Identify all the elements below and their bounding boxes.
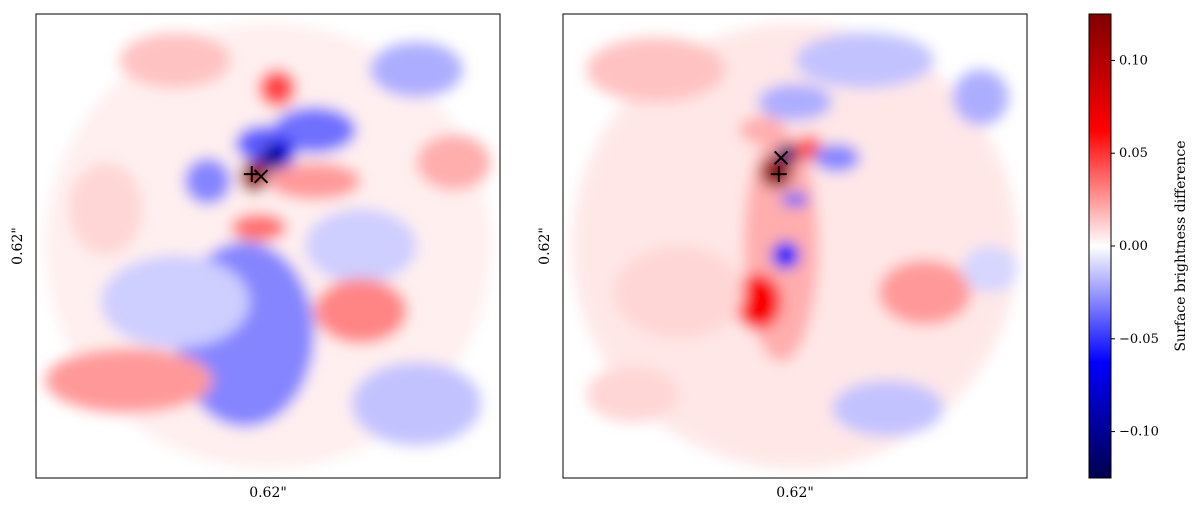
residual-blob	[268, 162, 361, 200]
residual-blob	[795, 32, 935, 89]
residual-blob	[119, 32, 231, 89]
residual-blob	[100, 255, 250, 349]
residual-blob	[771, 241, 800, 270]
plus-marker	[243, 166, 260, 183]
residual-blob	[813, 143, 860, 172]
residual-blob	[184, 157, 231, 205]
x-marker	[773, 150, 789, 165]
residual-blob	[586, 37, 726, 103]
residual-blob	[734, 273, 782, 330]
residual-blob	[370, 41, 463, 98]
residual-blob	[68, 162, 143, 256]
residual-blob	[314, 278, 408, 344]
colorbar-tick-label: −0.10	[1119, 425, 1159, 440]
residual-blob	[258, 69, 296, 107]
residual-blob	[261, 143, 285, 172]
residual-blob	[586, 366, 679, 423]
residual-blob	[878, 259, 972, 325]
left-panel: 0.62" 0.62"	[10, 13, 501, 501]
left-panel-ylabel: 0.62"	[10, 227, 26, 265]
right-panel-xlabel: 0.62"	[776, 485, 814, 501]
residual-blob	[739, 116, 786, 144]
colorbar: 0.10 0.05 0.00 −0.05 −0.10 Surface brightnes…	[1088, 13, 1189, 479]
left-panel-frame	[35, 13, 501, 479]
colorbar-gradient	[1088, 13, 1112, 479]
colorbar-tick-label: 0.05	[1119, 146, 1148, 161]
residual-blob	[962, 246, 1018, 293]
residual-blob	[240, 160, 268, 193]
x-marker	[253, 169, 269, 184]
right-panel: 0.62" 0.62"	[537, 13, 1028, 501]
residual-blob	[832, 380, 944, 437]
colorbar-tick-label: 0.10	[1119, 53, 1148, 68]
residual-blob	[781, 192, 809, 207]
residual-blob	[351, 362, 482, 446]
residual-blob	[760, 155, 793, 188]
colorbar-tick-label: 0.00	[1119, 239, 1148, 254]
residual-blob	[230, 213, 287, 242]
residual-blob	[272, 106, 357, 154]
residual-blob	[416, 134, 491, 191]
residual-blob	[614, 246, 744, 339]
colorbar-tick-label: −0.05	[1119, 332, 1159, 347]
residual-blob	[45, 348, 213, 414]
colorbar-label: Surface brightness difference	[1173, 140, 1189, 351]
residual-blob	[757, 83, 833, 121]
residual-blob	[952, 69, 1009, 126]
right-panel-ylabel: 0.62"	[537, 227, 553, 265]
right-panel-frame	[562, 13, 1028, 479]
left-panel-xlabel: 0.62"	[249, 485, 287, 501]
plus-marker	[770, 166, 787, 183]
residual-blob	[305, 208, 417, 284]
